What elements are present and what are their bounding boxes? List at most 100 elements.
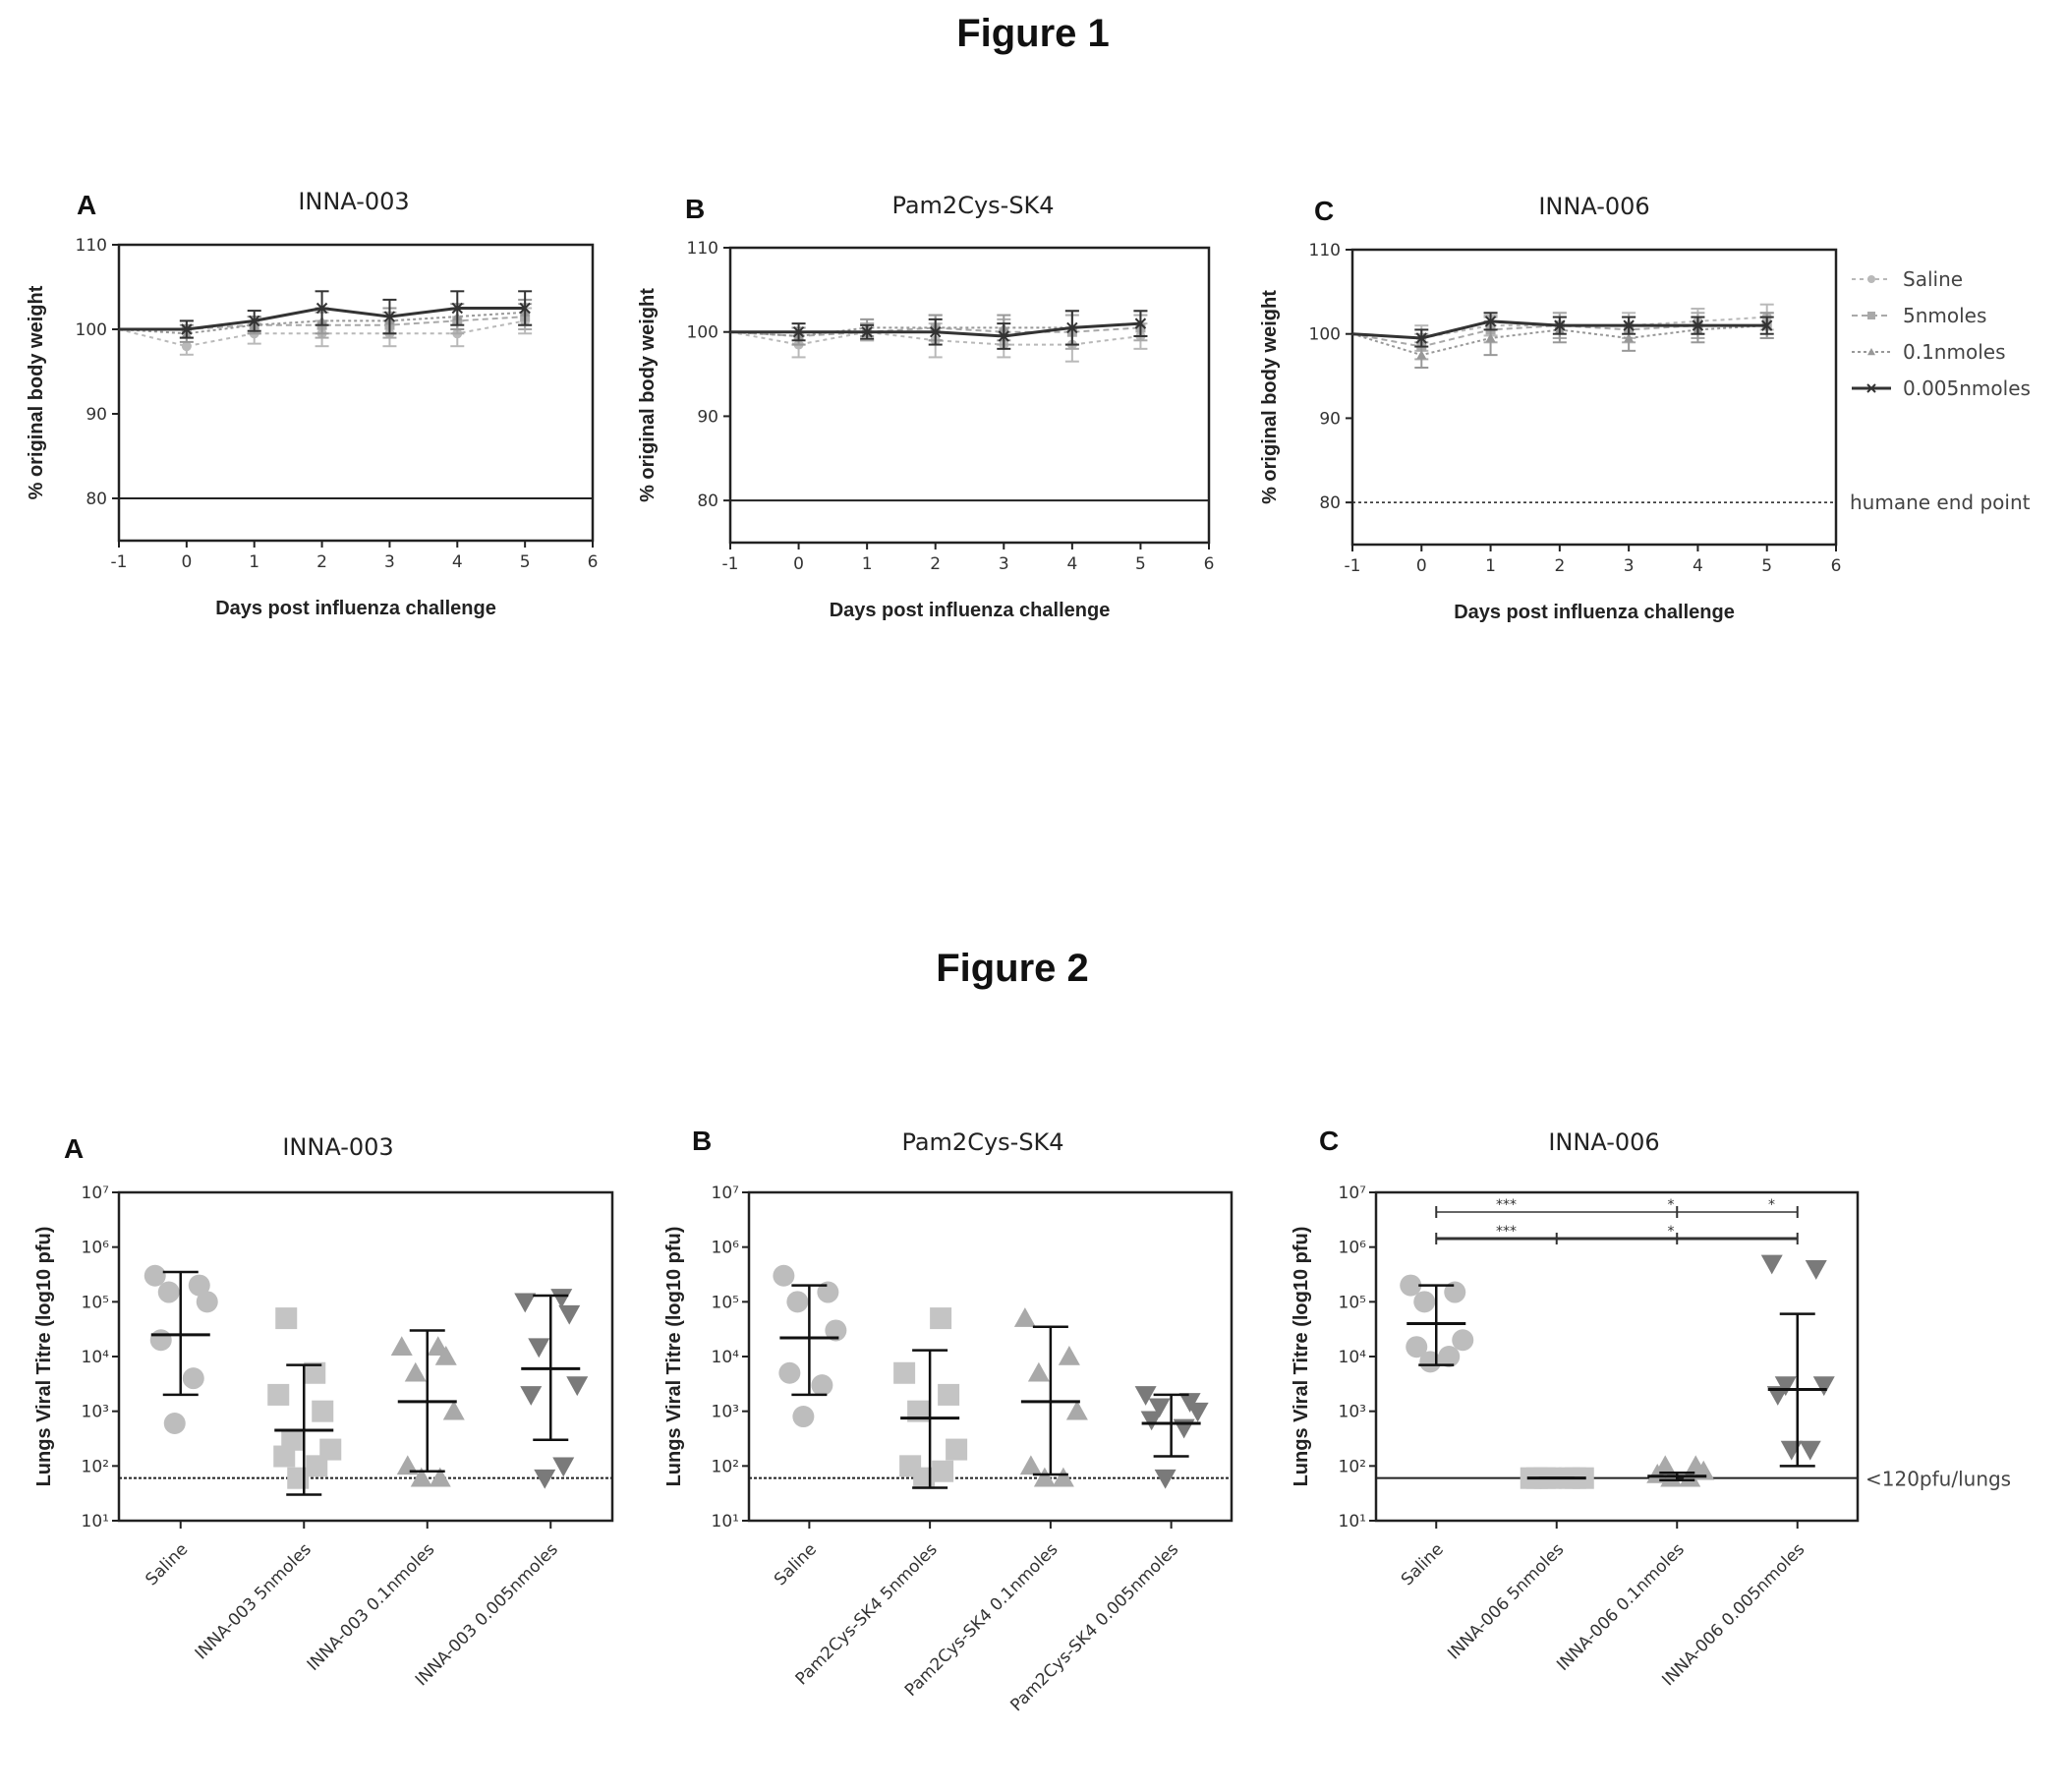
fig1C-data-point-0.005nmoles-b bbox=[1692, 319, 1704, 331]
fig1C-x-tick-label: 4 bbox=[1693, 556, 1703, 576]
fig1C-data-point-0.005nmoles-b bbox=[1554, 319, 1566, 331]
fig2B-y-tick-label: 10⁵ bbox=[712, 1293, 739, 1312]
legend-marker-Saline bbox=[1867, 275, 1875, 283]
fig2A-data-point bbox=[188, 1274, 210, 1297]
fig2A-data-point bbox=[552, 1457, 575, 1477]
fig1B-data-point-0.005nmoles bbox=[792, 326, 805, 338]
legend-marker-0.005nmoles bbox=[1866, 383, 1876, 393]
fig1B-data-point-0.005nmoles bbox=[930, 326, 942, 338]
fig1A-x-tick-label: 0 bbox=[181, 552, 192, 572]
figure-2-title: Figure 2 bbox=[936, 947, 1089, 990]
fig2A-data-point bbox=[182, 1367, 204, 1390]
fig1A-y-tick-label: 110 bbox=[76, 236, 107, 256]
fig1C-x-axis-label: Days post influenza challenge bbox=[1454, 602, 1735, 623]
fig2B-y-axis-label: Lungs Viral Titre (log10 pfu) bbox=[663, 1227, 685, 1487]
fig1A-panel-letter: A bbox=[77, 190, 96, 220]
fig2A-data-point bbox=[442, 1400, 465, 1420]
fig2A-category-label: INNA-003 5nmoles bbox=[192, 1539, 316, 1663]
fig1C-x-tick-label: 3 bbox=[1624, 556, 1635, 576]
fig2C-y-tick-label: 10⁵ bbox=[1339, 1293, 1366, 1312]
fig2A-data-point bbox=[520, 1386, 543, 1406]
fig2A-data-point bbox=[275, 1307, 298, 1330]
fig2C-data-point bbox=[1812, 1376, 1835, 1397]
fig2B-data-point bbox=[946, 1438, 968, 1461]
fig2A-data-point bbox=[558, 1304, 581, 1325]
legend-label-0.1nmoles: 0.1nmoles bbox=[1903, 340, 2005, 364]
fig2C-significance-mark: *** bbox=[1496, 1197, 1517, 1213]
fig2A-data-point bbox=[514, 1293, 537, 1313]
fig1C-data-point-0.005nmoles-b bbox=[1415, 332, 1427, 344]
fig1A-title: INNA-003 bbox=[298, 188, 409, 215]
fig1A-data-point-0.005nmoles bbox=[519, 302, 531, 315]
fig2B-data-point bbox=[1140, 1411, 1163, 1431]
fig2B-data-point bbox=[1134, 1386, 1157, 1406]
fig1B-x-tick-label: 2 bbox=[930, 554, 941, 574]
fig1C-data-point-0.005nmoles-b bbox=[1761, 319, 1773, 331]
fig2C-data-point bbox=[1438, 1346, 1461, 1367]
fig2A-y-tick-label: 10¹ bbox=[82, 1512, 109, 1532]
fig2C-data-point bbox=[1774, 1376, 1797, 1397]
fig2A-y-tick-label: 10⁷ bbox=[82, 1184, 110, 1203]
fig1A-x-tick-label: 5 bbox=[520, 552, 531, 572]
fig2A-y-tick-label: 10⁶ bbox=[82, 1239, 110, 1258]
fig1B-data-point-0.005nmoles bbox=[1066, 321, 1078, 334]
fig2B-data-point bbox=[1148, 1398, 1171, 1418]
fig2A-data-point bbox=[390, 1336, 413, 1356]
fig2C-y-tick-label: 10⁷ bbox=[1339, 1184, 1367, 1203]
fig1C-reference-line-label: humane end point bbox=[1850, 491, 2031, 514]
fig2C-y-tick-label: 10⁴ bbox=[1339, 1348, 1367, 1367]
fig2A-y-tick-label: 10² bbox=[82, 1457, 109, 1476]
fig1B-y-tick-label: 80 bbox=[697, 491, 718, 511]
fig1B-y-tick-label: 90 bbox=[697, 407, 718, 427]
fig2C-significance-mark: *** bbox=[1496, 1224, 1517, 1240]
fig2A-data-point bbox=[396, 1455, 419, 1475]
fig1C-x-tick-label: 6 bbox=[1831, 556, 1842, 576]
fig1B-y-tick-label: 100 bbox=[687, 323, 718, 343]
fig2B-data-point bbox=[1033, 1467, 1056, 1487]
legend-marker-5nmoles bbox=[1867, 312, 1875, 319]
fig2A-data-point bbox=[163, 1413, 186, 1435]
fig1A-y-tick-label: 80 bbox=[86, 490, 107, 509]
fig1C-data-point-0.005nmoles-b bbox=[1623, 319, 1635, 331]
fig1A-data-point-0.005nmoles-b bbox=[451, 302, 463, 315]
fig2B-y-tick-label: 10⁶ bbox=[712, 1239, 740, 1258]
fig2A-data-point bbox=[273, 1445, 296, 1468]
fig1A-data-point-0.005nmoles bbox=[249, 315, 260, 327]
fig2A-data-point bbox=[528, 1338, 550, 1358]
fig1B-data-point-0.005nmoles bbox=[1134, 318, 1147, 329]
fig2C-y-axis-label: Lungs Viral Titre (log10 pfu) bbox=[1291, 1227, 1312, 1487]
fig2A-data-point bbox=[404, 1361, 427, 1382]
fig1A-x-tick-label: 4 bbox=[452, 552, 463, 572]
fig2B-y-tick-label: 10⁷ bbox=[712, 1184, 740, 1203]
fig2A-panel-letter: A bbox=[64, 1133, 84, 1164]
fig1B-x-tick-label: 1 bbox=[862, 554, 873, 574]
fig1B-data-point-0.005nmoles-b bbox=[930, 326, 942, 338]
fig1C-plot-frame bbox=[1350, 248, 1838, 547]
fig2C-data-point bbox=[1406, 1336, 1428, 1358]
fig2B-data-point bbox=[825, 1319, 847, 1342]
fig1A-data-point-Saline bbox=[181, 341, 192, 352]
fig2B-data-point bbox=[1019, 1455, 1042, 1475]
fig1C-data-point-0.1nmoles bbox=[1485, 333, 1496, 342]
fig2A-data-point bbox=[149, 1329, 172, 1352]
fig1A-x-axis-label: Days post influenza challenge bbox=[215, 598, 496, 619]
legend-label-5nmoles: 5nmoles bbox=[1903, 304, 1986, 327]
fig2A-data-point bbox=[306, 1455, 328, 1477]
fig2B-data-point bbox=[792, 1406, 815, 1428]
fig1C-y-tick-label: 100 bbox=[1309, 325, 1341, 345]
fig1A-y-tick-label: 90 bbox=[86, 405, 107, 425]
fig1B-data-point-0.005nmoles-b bbox=[1134, 318, 1147, 329]
fig1C-data-point-0.005nmoles bbox=[1554, 319, 1566, 331]
fig1C-data-point-0.005nmoles-b bbox=[1484, 316, 1497, 327]
legend-label-Saline: Saline bbox=[1903, 267, 1963, 291]
fig2B-y-tick-label: 10⁴ bbox=[712, 1348, 740, 1367]
fig2C-significance-mark: * bbox=[1668, 1224, 1675, 1240]
fig2A-data-point bbox=[143, 1264, 166, 1287]
fig1B-x-tick-label: -1 bbox=[722, 554, 739, 574]
fig1A-plot-frame bbox=[117, 243, 595, 543]
fig2B-y-tick-label: 10³ bbox=[712, 1403, 739, 1422]
fig2C-significance-mark: * bbox=[1768, 1197, 1775, 1213]
fig2C-panel-letter: C bbox=[1319, 1126, 1339, 1156]
fig2B-data-point bbox=[1178, 1393, 1201, 1413]
fig2B-data-point bbox=[938, 1383, 960, 1406]
